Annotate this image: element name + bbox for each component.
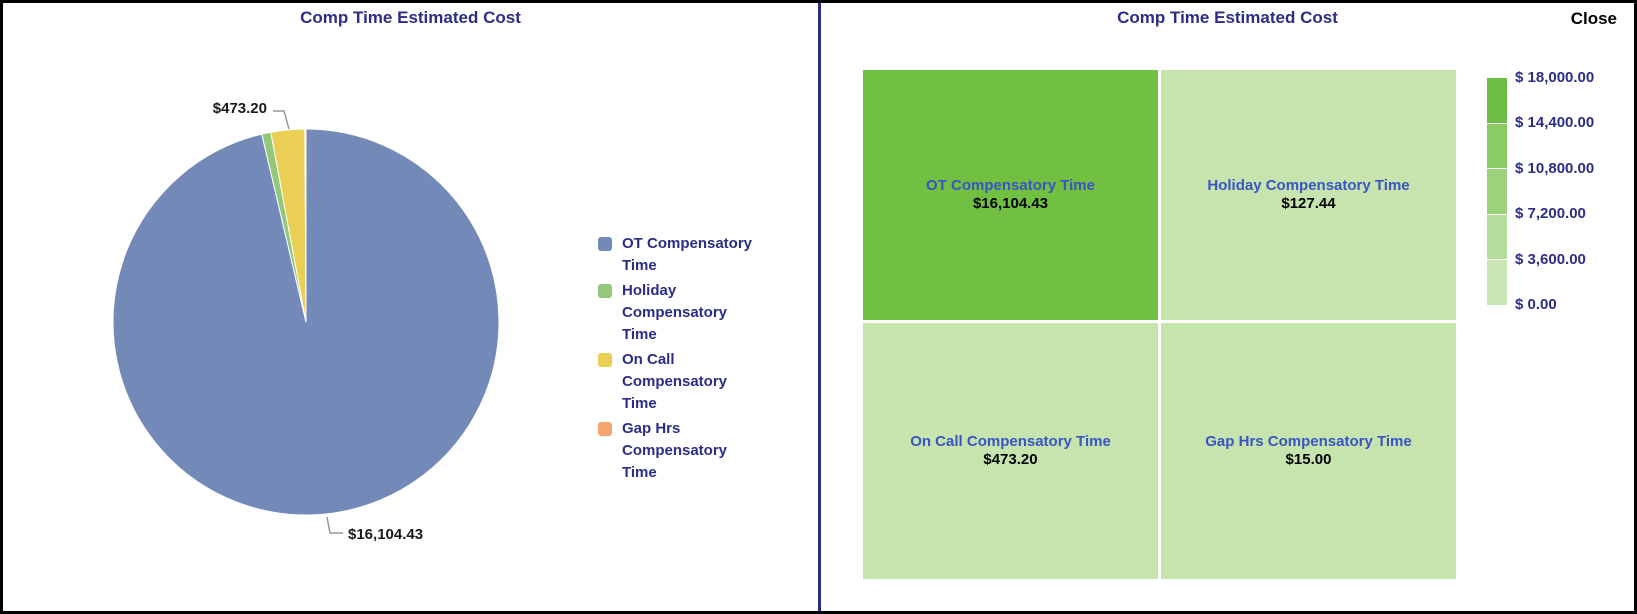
pie-chart	[112, 110, 500, 534]
close-button[interactable]: Close	[1570, 9, 1617, 28]
color-scale-segment	[1487, 214, 1507, 260]
treemap-panel: Comp Time Estimated Cost Close OT Compen…	[821, 3, 1634, 611]
treemap: OT Compensatory Time $16,104.43 Holiday …	[863, 70, 1456, 579]
legend-label-oncall: On Call Compensatory Time	[622, 351, 728, 412]
treemap-cell-oncall[interactable]: On Call Compensatory Time $473.20	[863, 323, 1158, 579]
scale-tick-label: $ 14,400.00	[1515, 114, 1595, 131]
legend-swatch-ot	[598, 237, 612, 251]
scale-tick-label: $ 10,800.00	[1515, 160, 1595, 177]
treemap-title: Comp Time Estimated Cost	[1117, 8, 1338, 27]
legend-label-holiday: Holiday Compensatory Time	[622, 282, 728, 343]
pie-slice-value-label-ot: $16,104.43	[348, 526, 424, 543]
treemap-cell-gaphrs[interactable]: Gap Hrs Compensatory Time $15.00	[1161, 323, 1456, 579]
treemap-cell-holiday[interactable]: Holiday Compensatory Time $127.44	[1161, 70, 1456, 320]
legend-swatch-holiday	[598, 284, 612, 298]
scale-tick-label: $ 0.00	[1515, 296, 1557, 313]
pie-slice-value-label-oncall: $473.20	[212, 100, 267, 117]
pie-slice-3[interactable]	[304, 128, 307, 323]
color-scale-segment	[1487, 169, 1507, 214]
pie-chart-title: Comp Time Estimated Cost	[300, 8, 521, 27]
legend-item-gaphrs: Gap Hrs Compensatory Time	[598, 418, 764, 484]
treemap-cell-label: On Call Compensatory Time	[910, 433, 1111, 450]
treemap-cell-label: OT Compensatory Time	[926, 177, 1095, 194]
scale-tick-label: $ 7,200.00	[1515, 205, 1586, 222]
panel-divider	[818, 3, 821, 611]
legend-item-oncall: On Call Compensatory Time	[598, 349, 764, 415]
legend-swatch-oncall	[598, 353, 612, 367]
pie-legend: OT Compensatory Time Holiday Compensator…	[598, 233, 764, 487]
color-scale-bar	[1487, 78, 1507, 305]
treemap-cell-value: $16,104.43	[972, 195, 1049, 212]
legend-item-holiday: Holiday Compensatory Time	[598, 280, 764, 346]
pie-chart-panel: Comp Time Estimated Cost $473.20 $16,104…	[3, 3, 818, 611]
scale-tick-label: $ 18,000.00	[1515, 69, 1595, 86]
treemap-cell-label: Gap Hrs Compensatory Time	[1205, 433, 1412, 450]
scale-tick-label: $ 3,600.00	[1515, 251, 1586, 268]
pie-slices	[112, 128, 500, 516]
pie-callout-line-top	[273, 110, 290, 130]
legend-item-ot: OT Compensatory Time	[598, 233, 764, 277]
legend-label-gaphrs: Gap Hrs Compensatory Time	[622, 420, 728, 481]
color-scale-segment	[1487, 123, 1507, 169]
color-scale-segment	[1487, 260, 1507, 305]
legend-swatch-gaphrs	[598, 422, 612, 436]
pie-callout-line-bottom	[326, 516, 343, 534]
treemap-cell-value: $15.00	[1285, 451, 1332, 468]
treemap-cell-value: $127.44	[1281, 195, 1336, 212]
treemap-cell-ot[interactable]: OT Compensatory Time $16,104.43	[863, 70, 1158, 320]
color-scale-segment	[1487, 78, 1507, 123]
treemap-cell-label: Holiday Compensatory Time	[1207, 177, 1410, 194]
legend-label-ot: OT Compensatory Time	[622, 235, 753, 274]
treemap-cell-value: $473.20	[983, 451, 1038, 468]
